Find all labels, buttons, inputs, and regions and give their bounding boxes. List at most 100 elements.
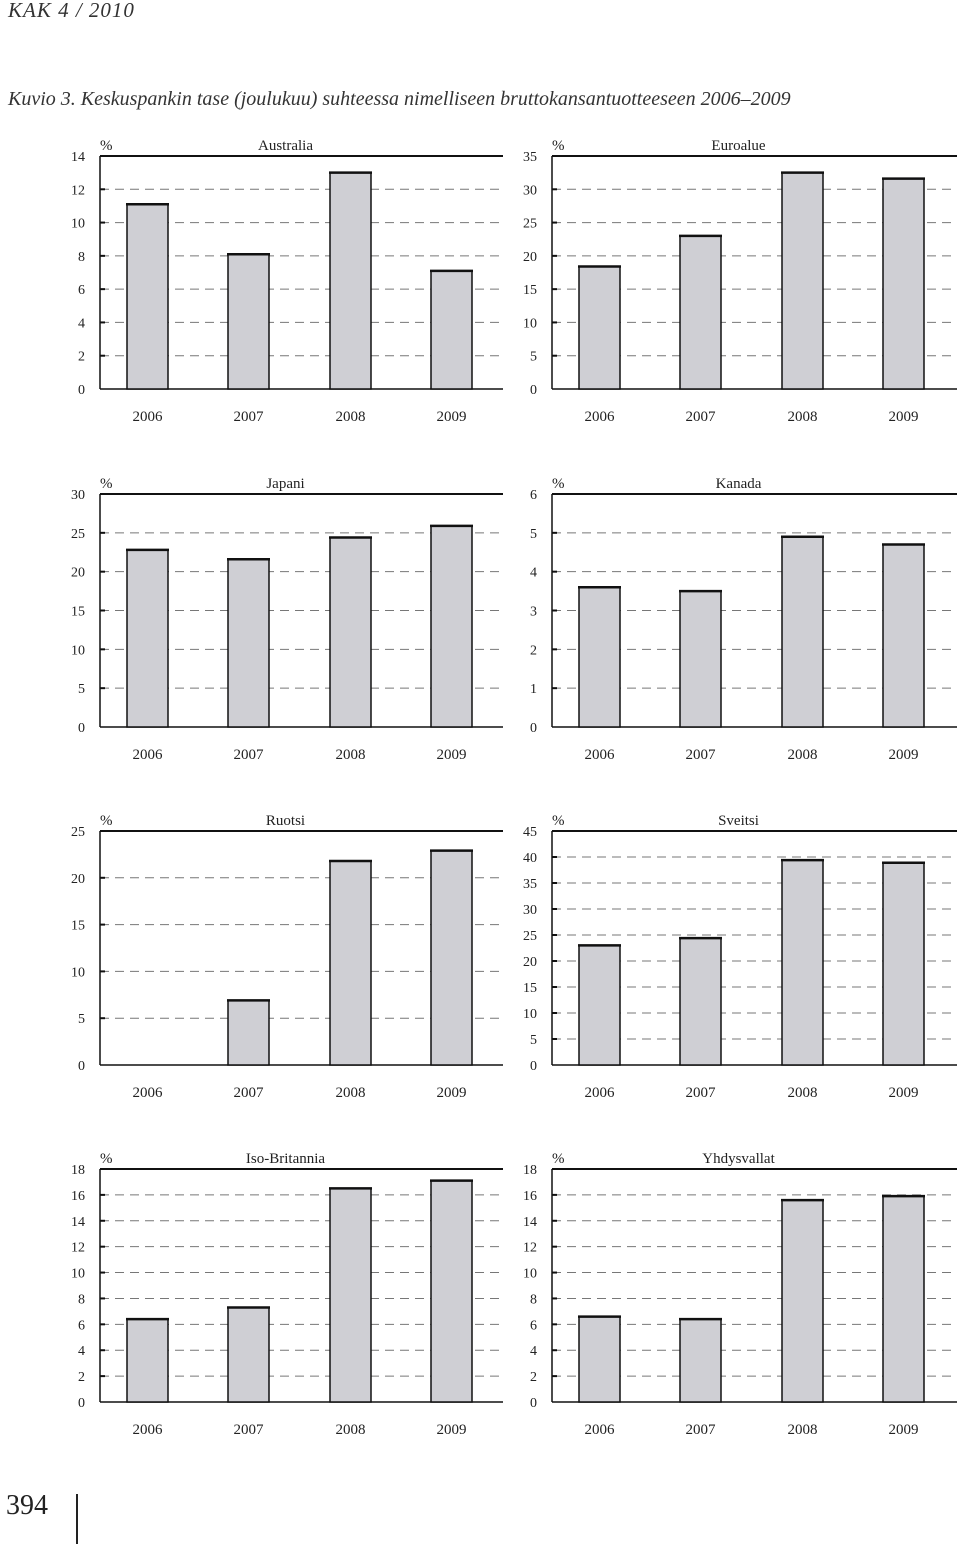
bar-australia-2006	[126, 203, 169, 390]
chart-title-sveitsi: Sveitsi	[718, 813, 759, 829]
y-tick-label: 10	[523, 1007, 537, 1022]
y-tick-label: 20	[523, 250, 537, 265]
bar-japani-2007	[227, 558, 270, 728]
unit-label: %	[552, 138, 565, 154]
y-tick-label: 10	[71, 643, 85, 658]
y-tick-label: 6	[78, 283, 85, 298]
x-tick-label: 2008	[336, 409, 366, 425]
y-tick-label: 18	[71, 1163, 85, 1178]
chart-title-kanada: Kanada	[716, 476, 762, 492]
y-tick-label: 45	[523, 825, 537, 840]
x-tick-label: 2006	[133, 1085, 164, 1101]
y-tick-label: 0	[530, 1059, 537, 1074]
bar-sveitsi-2006	[578, 944, 621, 1066]
y-tick-label: 14	[71, 1215, 85, 1230]
bar-kanada-2009	[882, 543, 925, 728]
x-tick-label: 2009	[889, 747, 919, 763]
y-tick-label: 14	[523, 1215, 537, 1230]
x-tick-label: 2009	[437, 1422, 467, 1438]
x-tick-label: 2009	[437, 409, 467, 425]
bar-japani-2008	[329, 536, 372, 728]
y-tick-label: 25	[71, 527, 85, 542]
y-tick-label: 8	[78, 250, 85, 265]
unit-label: %	[552, 813, 565, 829]
y-tick-label: 16	[523, 1189, 537, 1204]
y-tick-label: 5	[530, 1033, 537, 1048]
x-tick-label: 2007	[686, 747, 717, 763]
bar-australia-2008	[329, 171, 372, 390]
x-tick-label: 2006	[585, 747, 616, 763]
y-tick-label: 10	[71, 217, 85, 232]
bar-iso-britannia-2009	[430, 1179, 473, 1403]
x-tick-label: 2008	[336, 1422, 366, 1438]
x-tick-label: 2006	[133, 1422, 164, 1438]
chart-title-japani: Japani	[266, 476, 304, 492]
x-tick-label: 2007	[686, 1422, 717, 1438]
x-tick-label: 2007	[686, 409, 717, 425]
y-tick-label: 0	[530, 1396, 537, 1411]
y-tick-label: 25	[523, 217, 537, 232]
y-tick-label: 25	[71, 825, 85, 840]
x-tick-label: 2006	[133, 747, 164, 763]
y-tick-label: 12	[71, 1241, 85, 1256]
y-tick-label: 4	[78, 1344, 85, 1359]
y-tick-label: 5	[530, 527, 537, 542]
x-tick-label: 2006	[133, 409, 164, 425]
y-tick-label: 6	[530, 488, 537, 503]
bar-sveitsi-2007	[679, 937, 722, 1066]
chart-title-euroalue: Euroalue	[711, 138, 765, 154]
y-tick-label: 5	[78, 1012, 85, 1027]
bar-euroalue-2007	[679, 235, 722, 390]
bar-yhdysvallat-2007	[679, 1318, 722, 1403]
y-tick-label: 0	[530, 383, 537, 398]
bar-sveitsi-2008	[781, 859, 824, 1066]
x-tick-label: 2006	[585, 1422, 616, 1438]
x-tick-label: 2009	[437, 747, 467, 763]
y-tick-label: 10	[523, 316, 537, 331]
y-tick-label: 20	[71, 566, 85, 581]
y-tick-label: 10	[523, 1267, 537, 1282]
y-tick-label: 4	[530, 1344, 537, 1359]
x-tick-label: 2008	[788, 747, 818, 763]
y-tick-label: 20	[523, 955, 537, 970]
chart-title-iso-britannia: Iso-Britannia	[246, 1151, 325, 1167]
unit-label: %	[552, 476, 565, 492]
y-tick-label: 30	[523, 903, 537, 918]
y-tick-label: 15	[71, 919, 85, 934]
bar-iso-britannia-2007	[227, 1306, 270, 1403]
unit-label: %	[100, 813, 113, 829]
x-tick-label: 2009	[889, 409, 919, 425]
y-tick-label: 18	[523, 1163, 537, 1178]
y-tick-label: 6	[530, 1318, 537, 1333]
y-tick-label: 0	[78, 721, 85, 736]
bar-euroalue-2006	[578, 265, 621, 390]
x-tick-label: 2008	[788, 1085, 818, 1101]
bar-ruotsi-2009	[430, 849, 473, 1066]
y-tick-label: 12	[523, 1241, 537, 1256]
y-tick-label: 3	[530, 605, 537, 620]
bar-kanada-2006	[578, 586, 621, 728]
chart-title-yhdysvallat: Yhdysvallat	[702, 1151, 775, 1167]
y-tick-label: 2	[78, 350, 85, 365]
y-tick-label: 25	[523, 929, 537, 944]
x-tick-label: 2008	[336, 1085, 366, 1101]
bar-euroalue-2009	[882, 177, 925, 390]
x-tick-label: 2007	[234, 1422, 265, 1438]
bar-kanada-2008	[781, 535, 824, 728]
figure-caption: Kuvio 3. Keskuspankin tase (joulukuu) su…	[8, 88, 791, 110]
y-tick-label: 15	[71, 605, 85, 620]
unit-label: %	[552, 1151, 565, 1167]
x-tick-label: 2009	[437, 1085, 467, 1101]
y-tick-label: 2	[530, 1370, 537, 1385]
bar-iso-britannia-2006	[126, 1318, 169, 1403]
chart-title-ruotsi: Ruotsi	[266, 813, 305, 829]
bar-yhdysvallat-2009	[882, 1195, 925, 1403]
x-tick-label: 2008	[336, 747, 366, 763]
x-tick-label: 2009	[889, 1085, 919, 1101]
x-tick-label: 2008	[788, 1422, 818, 1438]
y-tick-label: 5	[530, 350, 537, 365]
page-divider	[76, 1494, 78, 1544]
x-tick-label: 2006	[585, 1085, 616, 1101]
journal-header: KAK 4 / 2010	[8, 0, 135, 22]
bar-australia-2009	[430, 270, 473, 390]
